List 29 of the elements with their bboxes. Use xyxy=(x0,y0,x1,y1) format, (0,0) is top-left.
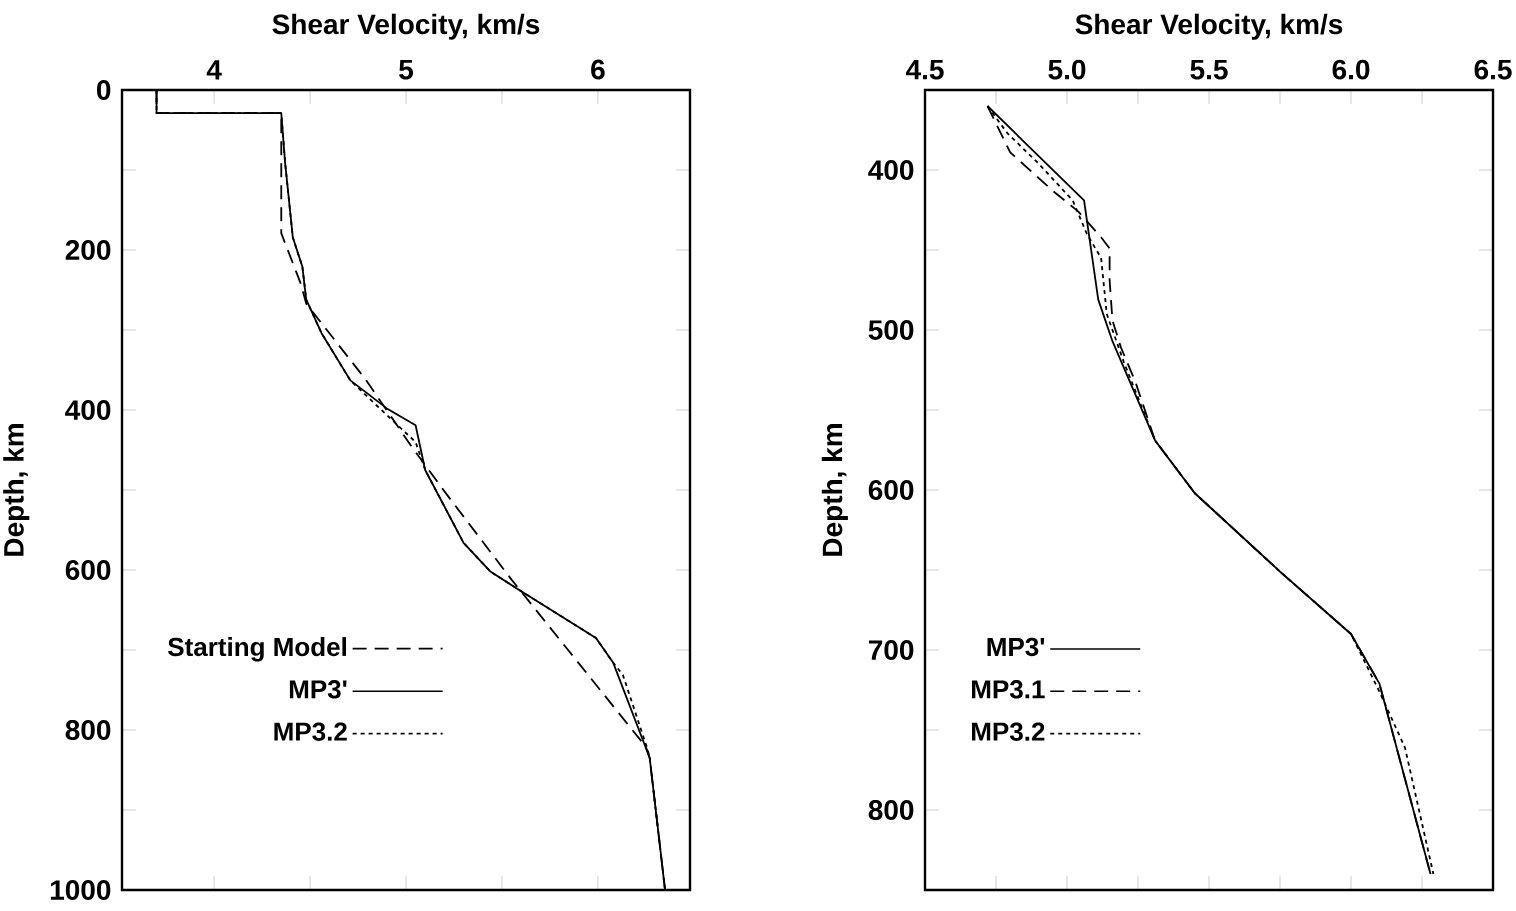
x-axis-title: Shear Velocity, km/s xyxy=(272,13,540,40)
y-tick-label: 800 xyxy=(65,720,111,740)
y-tick-label: 700 xyxy=(868,640,914,660)
y-tick-label: 400 xyxy=(868,160,914,180)
x-tick-label: 6 xyxy=(591,59,605,80)
x-tick-label: 6.0 xyxy=(1332,59,1370,80)
legend-label: MP3.2 xyxy=(274,722,347,741)
x-tick-label: 5 xyxy=(399,59,414,80)
legend-label: MP3.1 xyxy=(972,680,1045,699)
x-axis-title: Shear Velocity, km/s xyxy=(1075,13,1343,40)
y-tick-label: 500 xyxy=(868,320,914,340)
x-tick-label: 4.5 xyxy=(905,59,944,80)
y-tick-label: 1000 xyxy=(50,880,111,900)
x-tick-label: 6.5 xyxy=(1474,59,1512,80)
x-tick-label: 4 xyxy=(206,60,222,80)
y-axis-title: Depth, km xyxy=(821,424,848,556)
y-tick-label: 400 xyxy=(65,400,111,420)
legend-label: MP3' xyxy=(987,637,1045,657)
y-tick-label: 600 xyxy=(868,480,914,500)
legend-label: MP3.2 xyxy=(972,722,1045,741)
legend-label: MP3' xyxy=(289,680,347,699)
legend-label: Starting Model xyxy=(168,637,346,662)
y-tick-label: 200 xyxy=(65,240,111,260)
y-axis-title: Depth, km xyxy=(3,424,30,556)
y-tick-label: 800 xyxy=(868,800,914,820)
y-tick-label: 600 xyxy=(65,560,111,580)
x-tick-label: 5.0 xyxy=(1048,59,1086,80)
x-tick-label: 5.5 xyxy=(1190,59,1228,80)
y-tick-label: 0 xyxy=(96,80,111,100)
